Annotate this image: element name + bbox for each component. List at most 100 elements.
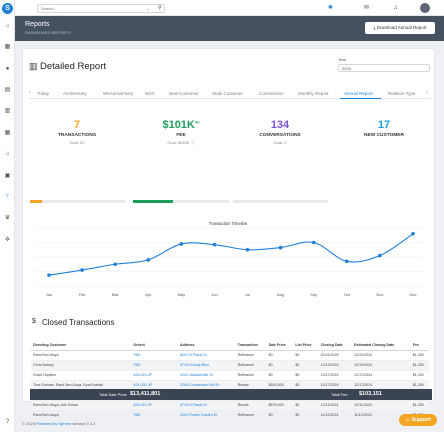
- tab-commission[interactable]: Commission: [259, 91, 284, 96]
- table-cell: $0: [293, 400, 319, 411]
- progress-bar-fee: [133, 200, 229, 203]
- tab-stale-customer[interactable]: Stale Customer: [212, 91, 244, 96]
- year-field[interactable]: 2024: [338, 64, 430, 72]
- table-cell: Chris Barney: [31, 360, 132, 371]
- total-fee-label: Total Fee: [331, 392, 348, 397]
- calendar-icon[interactable]: ▦: [4, 44, 11, 50]
- table-row[interactable]: Chris Barney TBD 5715 N Andy Blvd Refinance…: [31, 360, 429, 371]
- table-cell: Refinance: [235, 360, 267, 371]
- bar-chart-icon: ▥: [29, 61, 38, 71]
- search-input[interactable]: [38, 5, 142, 12]
- bell-icon[interactable]: ♫: [393, 5, 398, 11]
- app-logo[interactable]: S: [2, 3, 13, 14]
- tab-weanniversary[interactable]: WeAnniversary: [103, 91, 134, 96]
- tab-monthly-report[interactable]: Monthly Report: [298, 91, 329, 96]
- powered-by-link[interactable]: Powered by Sphere: [36, 421, 72, 426]
- tab-annual-report[interactable]: Annual Report: [344, 91, 373, 96]
- tab-relation-type[interactable]: Relation Type: [388, 91, 416, 96]
- total-fee-value: $103,151: [359, 391, 382, 397]
- table-cell[interactable]: 4241 Jacksonville St: [178, 370, 236, 381]
- book-icon[interactable]: ▣: [4, 173, 11, 179]
- table-cell: Resale: [235, 400, 267, 411]
- column-header[interactable]: Order#: [131, 340, 179, 351]
- table-cell: 12/11/2024: [352, 400, 411, 411]
- info-icon: ⓘ: [190, 140, 195, 145]
- table-cell: $0: [293, 370, 319, 381]
- table-cell: $0: [293, 410, 319, 421]
- help-icon[interactable]: ?: [5, 419, 10, 425]
- download-annual-report-button[interactable]: ⤓ Download Annual Report: [365, 22, 435, 34]
- x-tick-label: Mar: [112, 292, 120, 297]
- chevron-down-icon[interactable]: ⌄: [146, 6, 150, 11]
- progress-bar-transactions: [30, 200, 126, 203]
- home-icon[interactable]: ⌂: [5, 23, 10, 29]
- avatar[interactable]: [420, 3, 430, 13]
- table-header-row: Directing Customer Order# Address Transacti…: [31, 340, 429, 351]
- tab-noc[interactable]: NOC: [145, 91, 155, 96]
- table-row[interactable]: Tina Gurnam, Rami Ben Aloya, Eyal Karbar…: [31, 380, 429, 391]
- stat-goal: Goal: 0: [273, 140, 287, 145]
- column-header[interactable]: List Price: [293, 340, 319, 351]
- column-header[interactable]: Fee: [410, 340, 429, 351]
- table-cell: 11/12/2024: [352, 410, 411, 421]
- report-card: ▥ Detailed Report Year 2024 ‹ Today Anni…: [22, 48, 435, 421]
- chevron-left-icon[interactable]: ‹: [29, 90, 31, 96]
- table-cell: 12/19/2024: [352, 360, 411, 371]
- table-row[interactable]: Grant Hopkins #24-010-JP 4241 Jacksonville…: [31, 370, 429, 381]
- tab-anniversary[interactable]: Anniversary: [63, 91, 87, 96]
- settings-icon[interactable]: ✲: [4, 237, 11, 243]
- column-header[interactable]: Closing Date: [318, 340, 353, 351]
- trophy-icon[interactable]: ♛: [4, 215, 11, 221]
- clipboard-icon[interactable]: ▤: [4, 87, 11, 93]
- mail-icon[interactable]: ✉: [363, 5, 370, 11]
- reports-icon[interactable]: ⚚: [4, 194, 11, 200]
- table-cell[interactable]: #24-010-JP: [131, 400, 179, 411]
- table-cell: Rami Ben Aloya: [31, 410, 132, 421]
- table-row[interactable]: Rami Ben Aloya, Arik Shirsa #24-010-JP 671…: [31, 400, 429, 411]
- bank-icon[interactable]: ⌂: [5, 151, 10, 157]
- stat-value: $101K/m: [162, 119, 200, 131]
- user-icon[interactable]: ●: [5, 66, 10, 72]
- search-box: ⌄ ⚲: [37, 4, 165, 13]
- table-cell[interactable]: TBD: [131, 360, 179, 371]
- series-line: [48, 233, 414, 276]
- total-sale-value: $13,411,801: [130, 391, 161, 397]
- table-cell: Refinance: [235, 350, 267, 361]
- table-row[interactable]: Rami Ben Aloya TBD 3120 Flower Garden Dr Re…: [31, 410, 429, 421]
- table-cell[interactable]: 3120 Flower Garden Dr: [178, 410, 236, 421]
- closed-transactions-table: Directing Customer Order# Address Transacti…: [31, 340, 429, 421]
- column-header[interactable]: Address: [178, 340, 236, 351]
- column-header[interactable]: Transaction: [235, 340, 267, 351]
- table-row[interactable]: Rami Ben Aloya TBD 8201 N Placid Dr Refinan…: [31, 350, 429, 361]
- tab-new-customer[interactable]: New Customer: [169, 91, 199, 96]
- table-cell[interactable]: 6715 N Placid Dr: [178, 400, 236, 411]
- column-header[interactable]: Directing Customer: [31, 340, 132, 351]
- table-cell[interactable]: TBD: [131, 350, 179, 361]
- document-icon[interactable]: ▥: [4, 108, 11, 114]
- column-header[interactable]: Estimated Closing Date: [352, 340, 411, 351]
- column-header[interactable]: Sale Price: [266, 340, 294, 351]
- table-cell[interactable]: 5715 N Andy Blvd: [178, 360, 236, 371]
- stat-label: NEW CUSTOMER: [364, 133, 404, 138]
- chevron-right-icon[interactable]: ›: [426, 90, 428, 96]
- gear-icon[interactable]: ✺: [327, 5, 334, 11]
- table-cell: $1,250: [410, 360, 429, 371]
- table-cell: $0: [293, 350, 319, 361]
- tab-today[interactable]: Today: [37, 91, 50, 96]
- stat-goal: Goal: 52: [69, 140, 85, 145]
- support-button[interactable]: ☺ Support: [399, 414, 437, 426]
- table-cell: 12/17/2024: [352, 370, 411, 381]
- stat-label: CONVERSATIONS: [259, 133, 301, 138]
- data-point: [113, 262, 117, 267]
- table-cell: Refinance: [235, 410, 267, 421]
- table-cell: $0: [266, 410, 294, 421]
- search-icon[interactable]: ⚲: [158, 5, 162, 11]
- data-point: [179, 242, 184, 246]
- table-cell[interactable]: TBD: [131, 410, 179, 421]
- table-cell[interactable]: 8201 N Placid Dr: [178, 350, 236, 361]
- sidebar: S ⌂ ▦ ● ▤ ▥ ▦ ⌂ ▣ ⚚ ♛ ✲ ?: [0, 0, 15, 432]
- calendar-grid-icon[interactable]: ▦: [4, 130, 11, 136]
- table-cell[interactable]: #24-010-JP: [131, 370, 179, 381]
- table-cell: 01/01/2025: [318, 350, 353, 361]
- data-point: [212, 242, 217, 247]
